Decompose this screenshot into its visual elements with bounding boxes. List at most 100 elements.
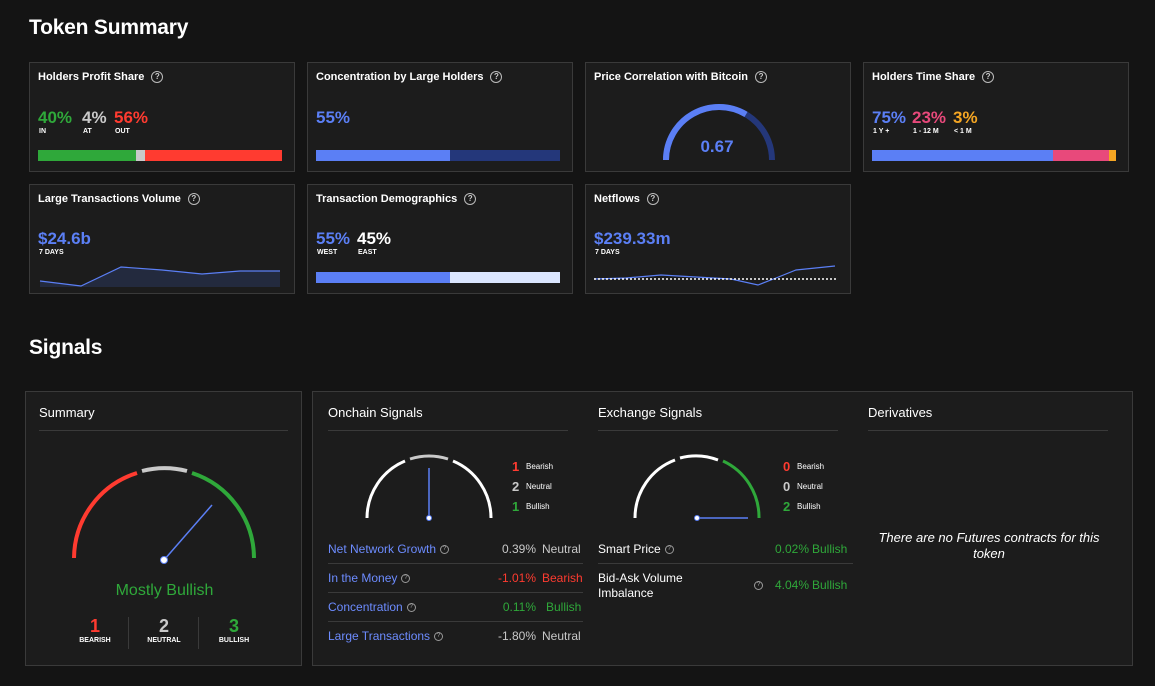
summary-bearish-label: BEARISH bbox=[79, 637, 111, 644]
summary-verdict: Mostly Bullish bbox=[115, 582, 214, 599]
signal-value: 0.02% bbox=[774, 542, 809, 556]
concentration-value: 55% bbox=[316, 108, 351, 127]
exchange-row-smart-price[interactable]: Smart Price? 0.02% Bullish bbox=[598, 535, 853, 564]
time-share-1-12m-label: 1 - 12 M bbox=[913, 128, 939, 135]
exchange-gauge bbox=[633, 454, 761, 521]
exchange-row-bid-ask[interactable]: Bid-Ask Volume Imbalance ? 4.04% Bullish bbox=[598, 564, 853, 608]
summary-bullish-label: BULLISH bbox=[218, 637, 250, 644]
onchain-bullish: 1 Bullish bbox=[512, 499, 550, 514]
profit-out-value: 56% bbox=[114, 108, 149, 127]
signal-name[interactable]: Bid-Ask Volume Imbalance bbox=[598, 571, 683, 600]
profit-out-label: OUT bbox=[115, 128, 130, 135]
divider bbox=[128, 617, 129, 649]
onchain-bullish-label: Bullish bbox=[526, 502, 550, 511]
onchain-bullish-count: 1 bbox=[512, 499, 520, 514]
help-icon[interactable]: ? bbox=[406, 603, 416, 613]
onchain-bearish-label: Bearish bbox=[526, 462, 554, 471]
onchain-bearish: 1 Bearish bbox=[512, 459, 553, 474]
onchain-neutral-count: 2 bbox=[512, 479, 520, 494]
help-icon[interactable]: ? bbox=[646, 193, 659, 205]
help-icon[interactable]: ? bbox=[464, 193, 477, 205]
demographics-bar bbox=[316, 272, 560, 283]
help-icon[interactable]: ? bbox=[754, 581, 763, 590]
demographics-west-value: 55% bbox=[316, 229, 351, 248]
summary-gauge bbox=[72, 466, 256, 564]
signal-verdict: Bullish bbox=[546, 600, 582, 614]
profit-share-bar bbox=[38, 150, 282, 161]
help-icon[interactable]: ? bbox=[982, 71, 995, 83]
profit-in-label: IN bbox=[39, 128, 46, 135]
signal-name[interactable]: Smart Price bbox=[598, 542, 661, 556]
exchange-neutral: 0 Neutral bbox=[783, 479, 823, 494]
signal-verdict: Bullish bbox=[812, 578, 848, 592]
help-icon[interactable]: ? bbox=[755, 71, 768, 83]
correlation-card: Price Correlation with Bitcoin? 0.67 bbox=[585, 62, 851, 172]
help-icon[interactable]: ? bbox=[401, 574, 411, 584]
onchain-row-concentration[interactable]: Concentration? 0.11% Bullish bbox=[328, 593, 583, 622]
signals-heading: Signals bbox=[29, 336, 103, 359]
exchange-title: Exchange Signals bbox=[598, 405, 703, 420]
summary-bullish-count: 3 bbox=[228, 616, 239, 636]
divider bbox=[198, 617, 199, 649]
time-share-bar bbox=[872, 150, 1116, 161]
divider bbox=[598, 430, 838, 431]
signals-summary-panel: Summary Mostly Bullish 1 BEARISH 2 NEUTR… bbox=[25, 391, 302, 666]
time-share-lt1m-value: 3% bbox=[953, 108, 978, 127]
signal-name[interactable]: Net Network Growth bbox=[328, 542, 437, 556]
time-share-title: Holders Time Share bbox=[872, 71, 976, 83]
onchain-gauge bbox=[365, 454, 493, 521]
help-icon[interactable]: ? bbox=[434, 632, 444, 642]
onchain-row-net-network-growth[interactable]: Net Network Growth? 0.39% Neutral bbox=[328, 535, 583, 564]
help-icon[interactable]: ? bbox=[440, 545, 450, 555]
holders-profit-title: Holders Profit Share bbox=[38, 71, 145, 83]
large-tx-card: Large Transactions Volume? $24.6b 7 DAYS bbox=[29, 184, 295, 294]
large-tx-title: Large Transactions Volume bbox=[38, 193, 181, 205]
exchange-bullish-count: 2 bbox=[783, 499, 791, 514]
demographics-card: Transaction Demographics? 55% WEST 45% E… bbox=[307, 184, 573, 294]
help-icon[interactable]: ? bbox=[490, 71, 503, 83]
signal-name[interactable]: Concentration bbox=[328, 600, 403, 614]
correlation-value: 0.67 bbox=[700, 137, 734, 156]
onchain-title: Onchain Signals bbox=[328, 405, 423, 420]
signal-value: 0.39% bbox=[501, 542, 536, 556]
exchange-bearish-count: 0 bbox=[783, 459, 791, 474]
help-icon[interactable]: ? bbox=[187, 193, 200, 205]
concentration-bar bbox=[316, 150, 560, 161]
signal-value: 4.04% bbox=[774, 578, 809, 592]
divider bbox=[39, 430, 288, 431]
signal-name[interactable]: In the Money bbox=[328, 571, 398, 585]
correlation-title: Price Correlation with Bitcoin bbox=[594, 71, 749, 83]
summary-neutral-label: NEUTRAL bbox=[147, 637, 181, 644]
large-tx-sparkline bbox=[39, 266, 280, 287]
signal-verdict: Neutral bbox=[542, 629, 581, 643]
onchain-bearish-count: 1 bbox=[512, 459, 520, 474]
large-tx-value: $24.6b bbox=[38, 229, 91, 248]
profit-in-value: 40% bbox=[38, 108, 73, 127]
help-icon[interactable]: ? bbox=[151, 71, 164, 83]
netflows-card: Netflows? $239.33m 7 DAYS bbox=[585, 184, 851, 294]
onchain-row-large-transactions[interactable]: Large Transactions? -1.80% Neutral bbox=[328, 622, 583, 651]
summary-title: Summary bbox=[39, 405, 95, 420]
signal-value: 0.11% bbox=[502, 600, 536, 614]
demographics-title: Transaction Demographics bbox=[316, 193, 458, 205]
demographics-east-label: EAST bbox=[358, 249, 377, 256]
onchain-row-in-the-money[interactable]: In the Money? -1.01% Bearish bbox=[328, 564, 583, 593]
divider bbox=[868, 430, 1108, 431]
token-summary-heading: Token Summary bbox=[29, 16, 189, 39]
derivatives-title: Derivatives bbox=[868, 405, 933, 420]
exchange-bullish-label: Bullish bbox=[797, 502, 821, 511]
concentration-card: Concentration by Large Holders? 55% bbox=[307, 62, 573, 172]
signals-detail-panel: Onchain Signals 1 Bearish 2 Neutral 1 Bulli… bbox=[312, 391, 1133, 666]
concentration-title: Concentration by Large Holders bbox=[316, 71, 484, 83]
summary-bearish-count: 1 bbox=[89, 616, 100, 636]
profit-at-value: 4% bbox=[82, 108, 107, 127]
signal-value: -1.80% bbox=[497, 629, 536, 643]
time-share-lt1m-label: < 1 M bbox=[954, 128, 972, 135]
signal-name[interactable]: Large Transactions bbox=[328, 629, 431, 643]
derivatives-empty-message: There are no Futures contracts for this … bbox=[878, 530, 1100, 561]
signal-verdict: Bullish bbox=[812, 542, 848, 556]
help-icon[interactable]: ? bbox=[664, 545, 674, 555]
profit-at-label: AT bbox=[83, 128, 92, 135]
exchange-neutral-count: 0 bbox=[783, 479, 791, 494]
exchange-bearish-label: Bearish bbox=[797, 462, 825, 471]
